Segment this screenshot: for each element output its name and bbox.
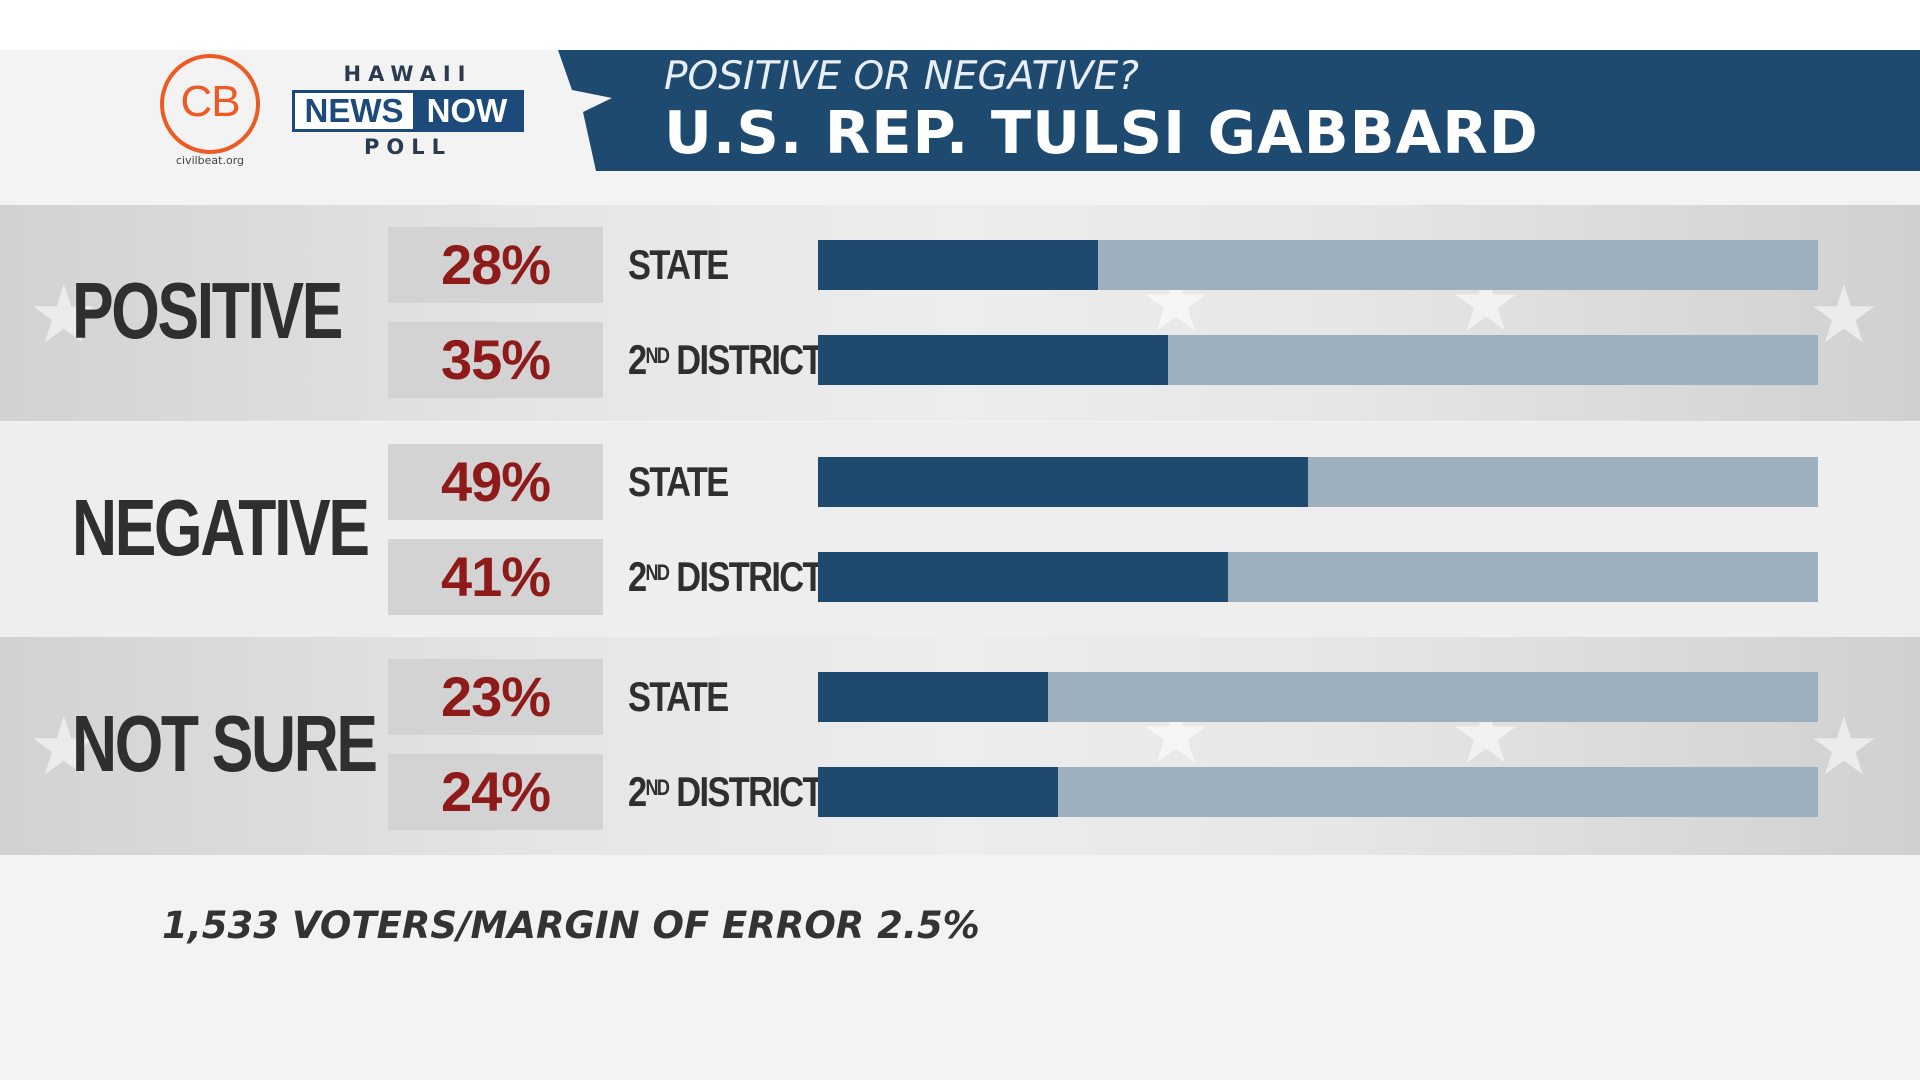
row-label: 2ND DISTRICT	[628, 336, 824, 383]
percent-value: 24%	[440, 760, 551, 823]
star-decoration: ★	[28, 700, 100, 793]
header-blue-band	[558, 50, 1920, 171]
footnote: 1,533 VOTERS/MARGIN OF ERROR 2.5%	[162, 904, 980, 947]
percent-box: 24%	[388, 754, 603, 830]
hnn-hawaii-label: HAWAII	[343, 62, 473, 86]
row-label: STATE	[628, 673, 729, 720]
bar-track	[818, 457, 1818, 507]
bar-track	[818, 335, 1818, 385]
bar	[818, 335, 1168, 385]
header-subtitle: POSITIVE OR NEGATIVE?	[664, 54, 1139, 99]
category-label: POSITIVE	[72, 266, 343, 355]
header-title: U.S. REP. TULSI GABBARD	[664, 98, 1539, 167]
bar-track	[818, 552, 1818, 602]
category-label: NOT SURE	[72, 699, 378, 788]
bar-track	[818, 672, 1818, 722]
category-label: NEGATIVE	[72, 482, 370, 572]
row-label: STATE	[628, 458, 729, 505]
percent-box: 41%	[388, 539, 603, 615]
header-banner: CB civilbeat.org HAWAII NEWS NOW POLL PO…	[0, 50, 1920, 171]
star-decoration: ★	[1808, 268, 1880, 361]
hnn-now-label: NOW	[413, 93, 521, 129]
row-label: 2ND DISTRICT	[628, 553, 824, 600]
percent-box: 28%	[388, 227, 603, 303]
star-decoration: ★	[28, 268, 100, 361]
percent-value: 28%	[440, 233, 551, 296]
bar	[818, 672, 1048, 722]
percent-box: 23%	[388, 659, 603, 735]
bar	[818, 240, 1098, 290]
percent-value: 35%	[440, 328, 551, 391]
percent-value: 49%	[440, 450, 551, 513]
row-label: 2ND DISTRICT	[628, 768, 824, 815]
bar	[818, 767, 1058, 817]
hnn-logo: NEWS NOW	[292, 90, 524, 132]
civil-beat-logo: CB	[160, 54, 260, 154]
hnn-news-label: NEWS	[295, 93, 413, 129]
bar-track	[818, 240, 1818, 290]
cb-logo-text: CB	[180, 77, 240, 126]
percent-box: 35%	[388, 322, 603, 398]
civil-beat-site: civilbeat.org	[175, 154, 245, 167]
percent-box: 49%	[388, 444, 603, 520]
percent-value: 41%	[440, 545, 551, 608]
row-label: STATE	[628, 241, 729, 288]
bar-track	[818, 767, 1818, 817]
percent-value: 23%	[440, 665, 551, 728]
bar	[818, 552, 1228, 602]
star-decoration: ★	[1808, 700, 1880, 793]
bar	[818, 457, 1308, 507]
top-strip	[0, 0, 1920, 50]
hnn-poll-label: POLL	[363, 135, 452, 159]
